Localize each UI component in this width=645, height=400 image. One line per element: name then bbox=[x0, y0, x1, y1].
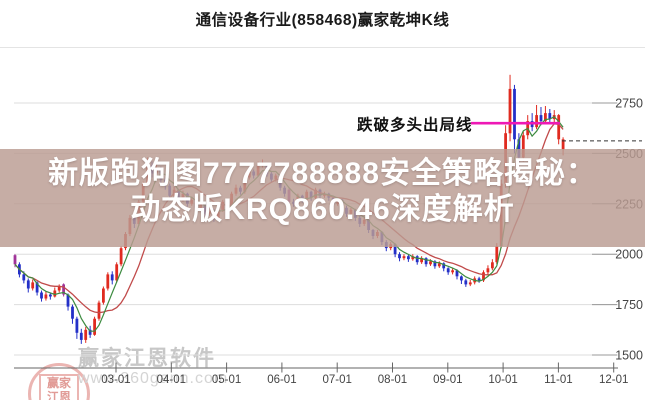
svg-text:06-01: 06-01 bbox=[267, 374, 296, 386]
overlay-headline-line1: 新版跑狗图7777788888安全策略揭秘： bbox=[48, 157, 597, 190]
svg-text:03-01: 03-01 bbox=[101, 374, 130, 386]
seal-line1: 赢家 bbox=[46, 376, 71, 390]
svg-text:08-01: 08-01 bbox=[378, 374, 407, 386]
svg-text:11-01: 11-01 bbox=[544, 374, 573, 386]
x-axis: 03-01 04-01 05-01 06-01 07-01 08-01 09-01 10-01… bbox=[14, 362, 628, 386]
watermark-name: 赢家江恩软件 bbox=[78, 347, 216, 370]
watermark-seal-text: 赢家 江恩 bbox=[39, 374, 79, 400]
svg-text:05-01: 05-01 bbox=[212, 374, 241, 386]
title-divider bbox=[0, 47, 645, 48]
svg-text:12-01: 12-01 bbox=[599, 374, 628, 386]
svg-text:10-01: 10-01 bbox=[488, 374, 517, 386]
seal-line2: 江恩 bbox=[46, 390, 71, 400]
svg-text:1500: 1500 bbox=[615, 349, 643, 363]
svg-text:07-01: 07-01 bbox=[322, 374, 351, 386]
page-title: 通信设备行业(858468)赢家乾坤K线 bbox=[195, 12, 450, 29]
overlay-banner: 新版跑狗图7777788888安全策略揭秘： 动态版KRQ860.46深度解析 bbox=[0, 149, 645, 247]
svg-text:04-01: 04-01 bbox=[157, 374, 186, 386]
overlay-headline-line2: 动态版KRQ860.46深度解析 bbox=[130, 193, 515, 226]
annotation-label: 跌破多头出局线 bbox=[357, 117, 473, 134]
svg-text:1750: 1750 bbox=[615, 298, 643, 312]
svg-text:2750: 2750 bbox=[615, 97, 643, 111]
svg-text:09-01: 09-01 bbox=[433, 374, 462, 386]
svg-text:2000: 2000 bbox=[615, 248, 643, 262]
watermark-url: www.360gann.com bbox=[78, 370, 229, 387]
